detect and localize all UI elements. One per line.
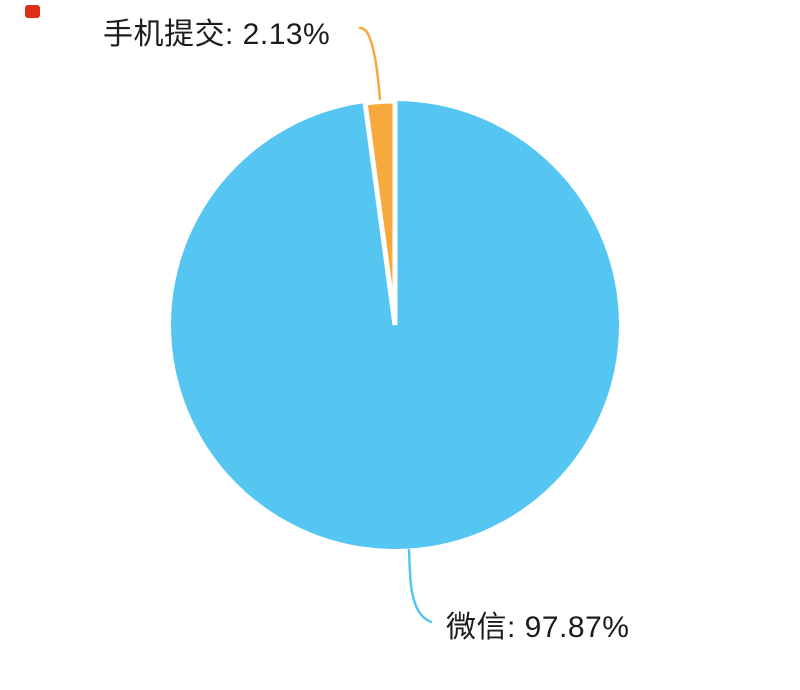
red-corner-mark-icon xyxy=(25,5,40,18)
leader-line-phone xyxy=(358,26,382,101)
leader-line-wechat xyxy=(407,548,433,624)
slice-label-phone: 手机提交: 2.13% xyxy=(103,18,331,51)
pie-slice-phone[interactable] xyxy=(362,98,398,326)
slice-label-wechat: 微信: 97.87% xyxy=(446,611,630,644)
